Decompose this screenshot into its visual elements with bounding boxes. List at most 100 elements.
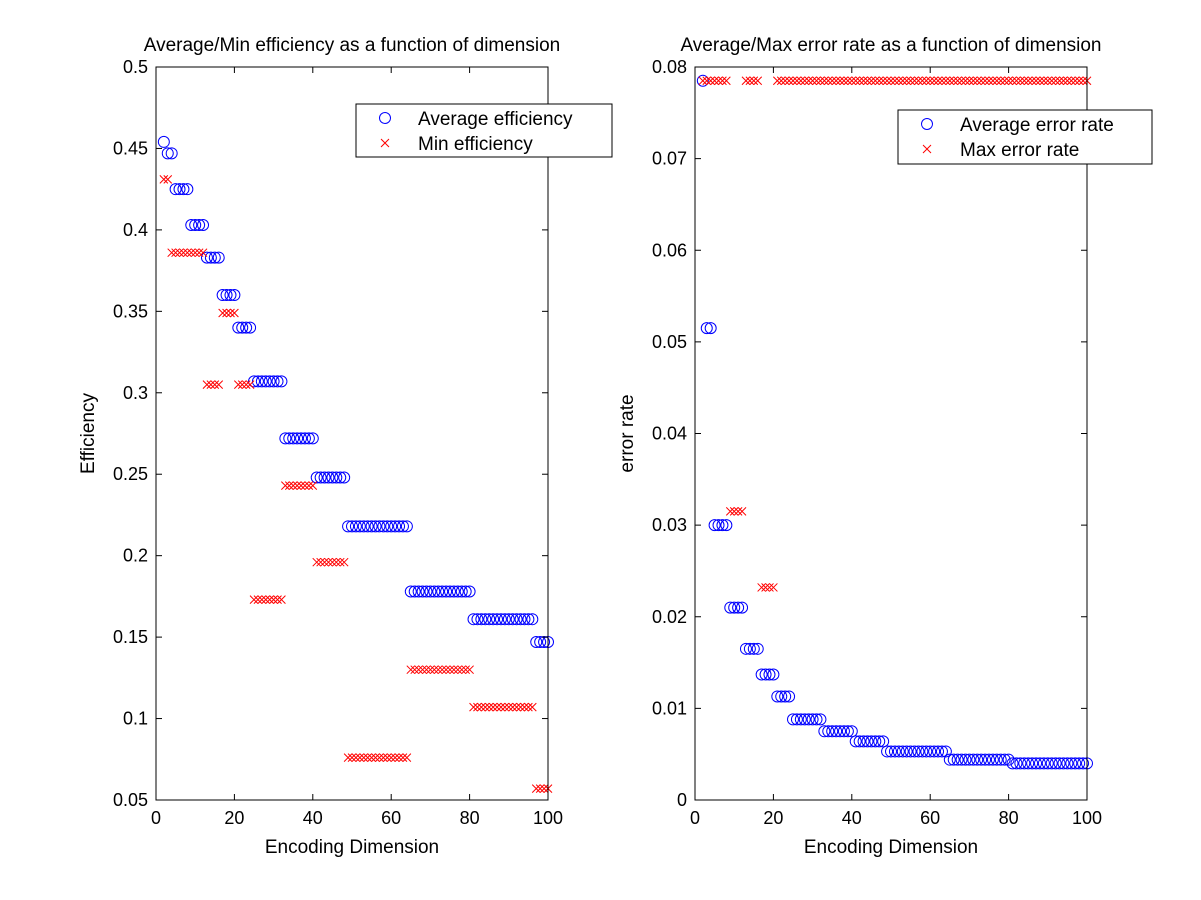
x-marker-point xyxy=(902,76,912,86)
x-marker-point xyxy=(1000,76,1010,86)
circle-marker-point xyxy=(916,745,929,758)
x-marker-point xyxy=(859,76,868,86)
series-0-points xyxy=(157,135,554,648)
circle-marker-point xyxy=(365,520,378,533)
x-marker-point xyxy=(776,76,786,86)
circle-marker-point xyxy=(416,585,429,598)
circle-marker-point xyxy=(826,725,839,738)
x-marker-point xyxy=(761,583,770,592)
x-marker-point xyxy=(347,753,357,763)
x-marker-point xyxy=(375,753,384,763)
circle-marker-point xyxy=(841,725,854,738)
x-marker-point xyxy=(281,481,290,490)
x-marker-point xyxy=(402,753,412,763)
y-tick-label: 0.45 xyxy=(113,138,148,158)
x-marker-point xyxy=(465,665,474,675)
circle-marker-point xyxy=(353,520,366,533)
circle-marker-point xyxy=(502,613,515,626)
x-marker-point xyxy=(531,784,541,793)
error-rate-chart-title: Average/Max error rate as a function of … xyxy=(680,35,1101,56)
error-rate-y-axis-label: error rate xyxy=(617,394,638,472)
circle-marker-point xyxy=(830,725,843,738)
x-marker-point xyxy=(800,76,810,86)
circle-marker-point xyxy=(346,520,358,533)
circle-marker-point xyxy=(185,219,198,232)
x-tick-label: 60 xyxy=(381,808,401,828)
circle-marker-point xyxy=(295,432,308,445)
circle-marker-point xyxy=(739,642,752,655)
circle-marker-point xyxy=(712,519,725,532)
x-marker-point xyxy=(406,665,416,675)
circle-marker-point xyxy=(389,520,402,533)
x-tick-label: 100 xyxy=(1072,808,1102,828)
circle-marker-point xyxy=(763,668,776,681)
x-marker-point xyxy=(921,76,931,86)
x-marker-point xyxy=(198,248,208,258)
x-marker-point xyxy=(284,481,294,490)
legend-circle-marker-icon xyxy=(921,118,933,130)
x-marker-point xyxy=(784,76,794,86)
circle-marker-point xyxy=(236,321,249,334)
x-marker-point xyxy=(273,595,282,605)
circle-marker-point xyxy=(483,613,496,626)
circle-marker-point xyxy=(1045,757,1058,770)
x-marker-point xyxy=(324,557,333,567)
circle-marker-point xyxy=(920,745,933,758)
y-tick-label: 0.15 xyxy=(113,627,148,647)
circle-marker-point xyxy=(267,375,280,388)
x-marker-point xyxy=(925,76,935,86)
circle-marker-point xyxy=(424,585,437,598)
x-marker-point xyxy=(520,702,529,712)
circle-marker-point xyxy=(169,183,182,196)
x-marker-point xyxy=(457,665,467,675)
series-1-points xyxy=(698,76,1092,592)
x-marker-point xyxy=(233,380,243,389)
error-rate-legend-box xyxy=(897,109,1153,165)
circle-marker-point xyxy=(393,520,406,533)
circle-marker-point xyxy=(963,753,976,766)
x-marker-point xyxy=(226,308,235,318)
x-marker-point xyxy=(874,76,884,86)
circle-marker-point xyxy=(759,668,772,681)
circle-marker-point xyxy=(1018,757,1031,770)
circle-marker-point xyxy=(432,585,445,598)
circle-marker-point xyxy=(802,713,815,726)
x-marker-point xyxy=(765,583,774,592)
y-tick-label: 0.05 xyxy=(652,332,687,352)
circle-marker-point xyxy=(251,375,264,388)
y-tick-label: 0.07 xyxy=(652,149,687,169)
circle-marker-point xyxy=(806,713,819,726)
x-marker-point xyxy=(210,380,220,389)
circle-marker-point xyxy=(1049,757,1062,770)
circle-marker-point xyxy=(291,432,304,445)
circle-marker-point xyxy=(385,520,398,533)
x-marker-point xyxy=(269,595,278,605)
circle-marker-point xyxy=(240,321,253,334)
circle-marker-point xyxy=(736,601,749,614)
x-tick-label: 80 xyxy=(460,808,480,828)
circle-marker-point xyxy=(475,613,488,626)
x-marker-point xyxy=(855,76,864,86)
x-marker-point xyxy=(898,76,908,86)
circle-marker-point xyxy=(530,635,543,648)
y-tick-label: 0 xyxy=(677,790,687,810)
x-marker-point xyxy=(473,702,482,712)
circle-marker-point xyxy=(696,74,709,87)
x-marker-point xyxy=(414,665,423,675)
x-marker-point xyxy=(261,595,271,605)
circle-marker-point xyxy=(857,735,870,748)
circle-marker-point xyxy=(1002,753,1015,766)
y-tick-label: 0.04 xyxy=(652,424,687,444)
x-marker-point xyxy=(988,76,998,86)
x-marker-point xyxy=(1008,76,1017,86)
circle-marker-point xyxy=(798,713,811,726)
circle-marker-point xyxy=(263,375,276,388)
x-marker-point xyxy=(163,175,173,184)
circle-marker-point xyxy=(369,520,382,533)
circle-marker-point xyxy=(279,432,292,445)
efficiency-chart-marks xyxy=(157,135,554,793)
x-marker-point xyxy=(253,595,263,605)
circle-marker-point xyxy=(408,585,421,598)
x-marker-point xyxy=(886,76,896,86)
circle-marker-point xyxy=(971,753,984,766)
